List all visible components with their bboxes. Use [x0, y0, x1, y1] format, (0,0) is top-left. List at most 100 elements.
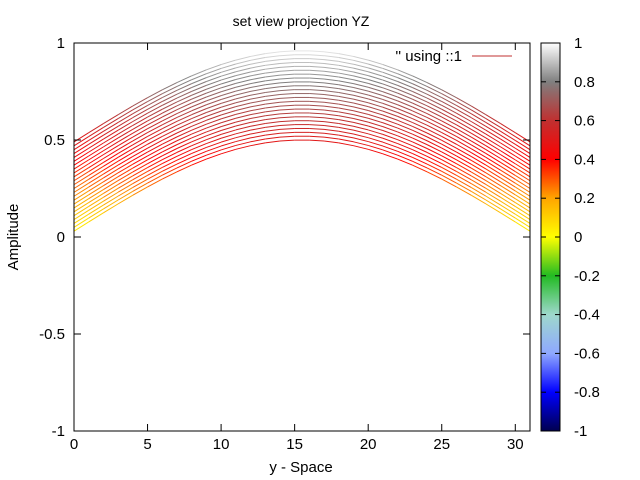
- series-segment: [485, 160, 501, 171]
- series-segment: [132, 136, 148, 146]
- series-segment: [147, 151, 163, 161]
- series-segment: [412, 87, 428, 95]
- series-segment: [353, 83, 369, 88]
- series-segment: [485, 145, 501, 156]
- series-segment: [470, 152, 487, 162]
- series-segment: [397, 150, 413, 158]
- x-tick-label: 5: [143, 436, 151, 453]
- series-segment: [500, 123, 516, 134]
- x-tick-label: 20: [360, 436, 377, 453]
- series-segment: [73, 186, 89, 197]
- series-segment: [279, 58, 295, 61]
- series-segment: [353, 94, 369, 100]
- series-segment: [353, 129, 369, 135]
- series-segment: [412, 145, 428, 153]
- series-segment: [176, 94, 192, 103]
- series-segment: [353, 59, 369, 65]
- x-tick-label: 10: [213, 436, 230, 453]
- series-segment: [132, 167, 148, 177]
- series-segment: [103, 199, 119, 210]
- series-segment: [250, 95, 266, 100]
- series-segment: [470, 194, 487, 205]
- series-segment: [368, 86, 384, 93]
- series-segment: [279, 77, 295, 80]
- series-segment: [426, 109, 442, 118]
- series-segment: [309, 124, 325, 127]
- colorbar-tick-label: -0.6: [574, 345, 600, 362]
- series-segment: [441, 163, 457, 172]
- series-segment: [456, 174, 472, 185]
- series-segment: [309, 50, 325, 53]
- series-segment: [368, 141, 384, 147]
- series-segment: [88, 169, 104, 180]
- series-segment: [323, 136, 339, 140]
- series-segment: [265, 55, 281, 59]
- series-segment: [88, 161, 104, 172]
- series-segment: [176, 110, 192, 118]
- series-segment: [426, 82, 442, 91]
- series-segment: [456, 178, 472, 188]
- series-segment: [162, 124, 178, 133]
- series-segment: [235, 90, 251, 96]
- series-segment: [250, 134, 266, 139]
- series-segment: [220, 79, 236, 85]
- series-segment: [470, 121, 487, 131]
- series-segment: [132, 182, 148, 192]
- series-segment: [279, 127, 295, 130]
- colorbar-tick-label: 0.6: [574, 113, 595, 130]
- series-segment: [412, 75, 428, 84]
- series-segment: [397, 143, 413, 151]
- series-segment: [309, 108, 325, 111]
- series-segment: [515, 147, 531, 158]
- chart-title: set view projection YZ: [233, 13, 370, 29]
- series-segment: [338, 119, 354, 123]
- series-segment: [500, 193, 516, 203]
- series-segment: [470, 136, 487, 147]
- series-segment: [162, 171, 178, 180]
- series-segment: [132, 170, 148, 181]
- series-segment: [515, 143, 531, 155]
- series-segment: [250, 76, 266, 81]
- colorbar-tick-label: -1: [574, 423, 587, 440]
- series-segment: [515, 213, 531, 224]
- series-segment: [441, 101, 457, 110]
- series-segment: [441, 178, 457, 188]
- series-segment: [368, 79, 384, 85]
- series-segment: [470, 132, 487, 143]
- series-segment: [397, 81, 413, 88]
- series-segment: [412, 125, 428, 134]
- series-segment: [88, 134, 104, 145]
- series-segment: [73, 167, 89, 178]
- series-segment: [485, 137, 501, 148]
- series-segment: [206, 102, 222, 110]
- series-segment: [353, 110, 369, 115]
- series-segment: [191, 154, 207, 162]
- series-segment: [412, 118, 428, 126]
- series-segment: [132, 147, 148, 157]
- series-segment: [382, 91, 398, 98]
- series-segment: [309, 104, 325, 107]
- series-segment: [176, 164, 192, 173]
- series-segment: [279, 81, 295, 84]
- colorbar-tick-label: -0.8: [574, 384, 600, 401]
- series-segment: [103, 141, 119, 152]
- series-segment: [382, 110, 398, 117]
- series-segment: [368, 102, 384, 108]
- series-segment: [470, 140, 487, 150]
- series-segment: [426, 117, 442, 126]
- series-segment: [412, 94, 428, 103]
- series-segment: [279, 104, 295, 107]
- series-segment: [397, 108, 413, 116]
- series-segment: [147, 143, 163, 153]
- series-segment: [382, 130, 398, 137]
- colorbar-tick-label: 0.4: [574, 151, 595, 168]
- series-segment: [191, 143, 207, 151]
- series-segment: [88, 150, 104, 161]
- series-segment: [117, 167, 134, 178]
- series-segment: [103, 164, 119, 175]
- series-segment: [162, 109, 178, 118]
- series-segment: [515, 186, 531, 197]
- colorbar-tick-label: -0.4: [574, 307, 600, 324]
- series-segment: [515, 182, 531, 193]
- series-segment: [441, 97, 457, 106]
